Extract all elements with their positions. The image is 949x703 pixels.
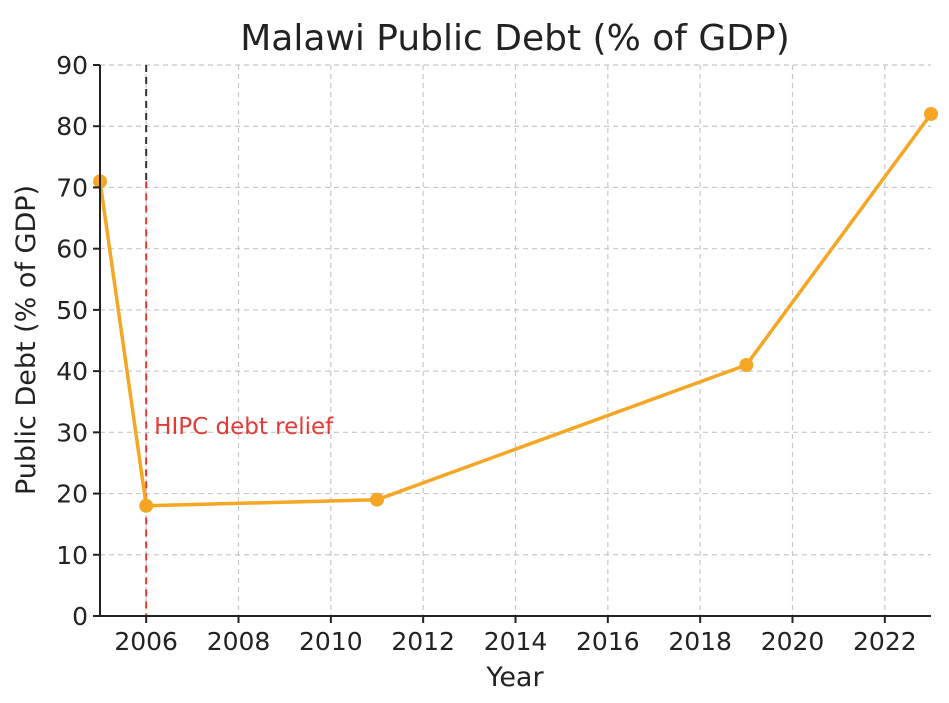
x-tick-label: 2018 <box>668 627 732 656</box>
y-tick-label: 50 <box>56 296 88 325</box>
x-tick-label: 2012 <box>391 627 455 656</box>
x-tick-label: 2014 <box>484 627 548 656</box>
x-tick-label: 2016 <box>576 627 640 656</box>
annotation-layer: HIPC debt relief <box>145 65 334 616</box>
x-tick-label: 2022 <box>853 627 917 656</box>
data-point <box>739 357 754 372</box>
x-tick-label: 2010 <box>299 627 363 656</box>
y-tick-label: 20 <box>56 480 88 509</box>
y-tick-label: 70 <box>56 173 88 202</box>
y-tick-label: 30 <box>56 418 88 447</box>
data-point <box>370 492 384 507</box>
tick-labels: 0 10 20 30 40 50 60 70 80 90 2006 2008 2010 2012 2014 2… <box>56 51 916 656</box>
x-axis-label: Year <box>485 662 544 693</box>
series-layer <box>93 106 938 513</box>
x-tick-label: 2008 <box>207 627 271 656</box>
data-point <box>139 498 154 513</box>
y-tick-label: 90 <box>56 51 88 80</box>
data-point <box>924 106 938 121</box>
y-tick-label: 40 <box>56 357 88 386</box>
y-tick-label: 10 <box>56 541 88 570</box>
event-label: HIPC debt relief <box>154 414 334 440</box>
y-tick-label: 80 <box>56 112 88 141</box>
y-tick-label: 0 <box>72 602 88 631</box>
chart-title: Malawi Public Debt (% of GDP) <box>240 18 790 59</box>
y-axis-label: Public Debt (% of GDP) <box>11 185 42 495</box>
y-tick-label: 60 <box>56 235 88 264</box>
grid-lines <box>100 64 931 616</box>
x-tick-label: 2006 <box>114 627 178 656</box>
x-tick-label: 2020 <box>761 627 825 656</box>
axes <box>93 64 931 623</box>
